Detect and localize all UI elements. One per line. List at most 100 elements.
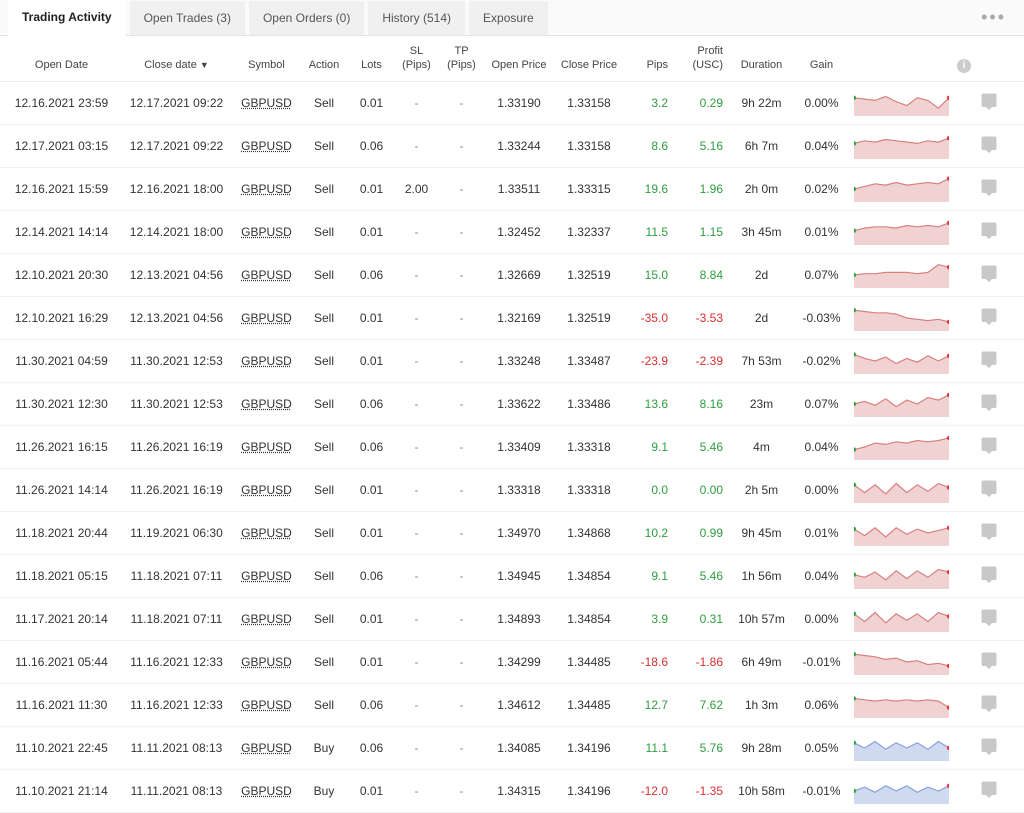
symbol-link[interactable]: GBPUSD: [241, 655, 292, 669]
symbol-link[interactable]: GBPUSD: [241, 354, 292, 368]
tab-exposure[interactable]: Exposure: [469, 1, 548, 35]
symbol-link[interactable]: GBPUSD: [241, 526, 292, 540]
symbol-link[interactable]: GBPUSD: [241, 397, 292, 411]
col-open-price[interactable]: Open Price: [484, 58, 554, 72]
table-row[interactable]: 11.10.2021 22:45 11.11.2021 08:13 GBPUSD…: [0, 727, 1024, 770]
table-row[interactable]: 12.10.2021 20:30 12.13.2021 04:56 GBPUSD…: [0, 254, 1024, 297]
col-close-price[interactable]: Close Price: [554, 58, 624, 72]
col-info: i: [954, 58, 974, 73]
comment-icon[interactable]: [974, 350, 1004, 371]
col-pips[interactable]: Pips: [624, 58, 674, 72]
cell-lots: 0.01: [349, 225, 394, 239]
cell-duration: 2d: [729, 268, 794, 282]
symbol-link[interactable]: GBPUSD: [241, 225, 292, 239]
col-gain[interactable]: Gain: [794, 58, 849, 72]
cell-open-price: 1.33318: [484, 483, 554, 497]
table-row[interactable]: 11.10.2021 21:14 11.11.2021 08:13 GBPUSD…: [0, 770, 1024, 813]
symbol-link[interactable]: GBPUSD: [241, 268, 292, 282]
tab-trading-activity[interactable]: Trading Activity: [8, 0, 126, 36]
table-row[interactable]: 12.16.2021 15:59 12.16.2021 18:00 GBPUSD…: [0, 168, 1024, 211]
cell-profit: -1.86: [674, 655, 729, 669]
cell-lots: 0.06: [349, 569, 394, 583]
tab-history[interactable]: History (514): [368, 1, 465, 35]
table-row[interactable]: 11.16.2021 11:30 11.16.2021 12:33 GBPUSD…: [0, 684, 1024, 727]
comment-icon[interactable]: [974, 522, 1004, 543]
comment-icon[interactable]: [974, 135, 1004, 156]
col-tp[interactable]: TP (Pips): [439, 44, 484, 73]
cell-sparkline: [849, 219, 954, 245]
cell-open-price: 1.32452: [484, 225, 554, 239]
more-icon[interactable]: •••: [971, 7, 1016, 28]
col-lots[interactable]: Lots: [349, 58, 394, 72]
cell-close-date: 12.17.2021 09:22: [119, 96, 234, 110]
symbol-link[interactable]: GBPUSD: [241, 741, 292, 755]
col-close-date[interactable]: Close date▼: [119, 58, 234, 72]
col-sl[interactable]: SL (Pips): [394, 44, 439, 73]
symbol-link[interactable]: GBPUSD: [241, 440, 292, 454]
table-row[interactable]: 11.30.2021 12:30 11.30.2021 12:53 GBPUSD…: [0, 383, 1024, 426]
table-row[interactable]: 12.14.2021 14:14 12.14.2021 18:00 GBPUSD…: [0, 211, 1024, 254]
cell-tp: -: [439, 311, 484, 325]
table-row[interactable]: 11.18.2021 05:15 11.18.2021 07:11 GBPUSD…: [0, 555, 1024, 598]
cell-action: Sell: [299, 139, 349, 153]
cell-lots: 0.06: [349, 440, 394, 454]
comment-icon[interactable]: [974, 694, 1004, 715]
comment-icon[interactable]: [974, 264, 1004, 285]
table-row[interactable]: 11.16.2021 05:44 11.16.2021 12:33 GBPUSD…: [0, 641, 1024, 684]
cell-pips: 0.0: [624, 483, 674, 497]
comment-icon[interactable]: [974, 92, 1004, 113]
tab-open-orders[interactable]: Open Orders (0): [249, 1, 364, 35]
col-profit[interactable]: Profit (USC): [674, 44, 729, 73]
cell-symbol: GBPUSD: [234, 483, 299, 497]
cell-sl: -: [394, 96, 439, 110]
comment-icon[interactable]: [974, 565, 1004, 586]
symbol-link[interactable]: GBPUSD: [241, 698, 292, 712]
cell-sparkline: [849, 262, 954, 288]
comment-icon[interactable]: [974, 737, 1004, 758]
table-row[interactable]: 12.17.2021 03:15 12.17.2021 09:22 GBPUSD…: [0, 125, 1024, 168]
comment-icon[interactable]: [974, 436, 1004, 457]
col-action[interactable]: Action: [299, 58, 349, 72]
cell-pips: 8.6: [624, 139, 674, 153]
table-row[interactable]: 12.10.2021 16:29 12.13.2021 04:56 GBPUSD…: [0, 297, 1024, 340]
table-row[interactable]: 11.26.2021 14:14 11.26.2021 16:19 GBPUSD…: [0, 469, 1024, 512]
table-row[interactable]: 11.26.2021 16:15 11.26.2021 16:19 GBPUSD…: [0, 426, 1024, 469]
comment-icon[interactable]: [974, 393, 1004, 414]
info-icon[interactable]: i: [957, 59, 971, 73]
table-row[interactable]: 11.30.2021 04:59 11.30.2021 12:53 GBPUSD…: [0, 340, 1024, 383]
cell-close-price: 1.34196: [554, 741, 624, 755]
comment-icon[interactable]: [974, 178, 1004, 199]
symbol-link[interactable]: GBPUSD: [241, 311, 292, 325]
table-row[interactable]: 12.16.2021 23:59 12.17.2021 09:22 GBPUSD…: [0, 82, 1024, 125]
cell-sl: -: [394, 741, 439, 755]
comment-icon[interactable]: [974, 608, 1004, 629]
symbol-link[interactable]: GBPUSD: [241, 96, 292, 110]
col-symbol[interactable]: Symbol: [234, 58, 299, 72]
cell-open-price: 1.33248: [484, 354, 554, 368]
cell-action: Sell: [299, 96, 349, 110]
col-duration[interactable]: Duration: [729, 58, 794, 72]
symbol-link[interactable]: GBPUSD: [241, 139, 292, 153]
symbol-link[interactable]: GBPUSD: [241, 483, 292, 497]
cell-action: Buy: [299, 741, 349, 755]
cell-open-date: 11.30.2021 04:59: [4, 354, 119, 368]
comment-icon[interactable]: [974, 780, 1004, 801]
cell-symbol: GBPUSD: [234, 741, 299, 755]
table-row[interactable]: 11.17.2021 20:14 11.18.2021 07:11 GBPUSD…: [0, 598, 1024, 641]
cell-gain: -0.01%: [794, 655, 849, 669]
tab-open-trades[interactable]: Open Trades (3): [130, 1, 245, 35]
comment-icon[interactable]: [974, 479, 1004, 500]
comment-icon[interactable]: [974, 307, 1004, 328]
cell-tp: -: [439, 569, 484, 583]
col-open-date[interactable]: Open Date: [4, 58, 119, 72]
table-row[interactable]: 11.18.2021 20:44 11.19.2021 06:30 GBPUSD…: [0, 512, 1024, 555]
comment-icon[interactable]: [974, 221, 1004, 242]
symbol-link[interactable]: GBPUSD: [241, 784, 292, 798]
cell-symbol: GBPUSD: [234, 698, 299, 712]
symbol-link[interactable]: GBPUSD: [241, 612, 292, 626]
symbol-link[interactable]: GBPUSD: [241, 182, 292, 196]
cell-gain: 0.06%: [794, 698, 849, 712]
history-table: Open Date Close date▼ Symbol Action Lots…: [0, 36, 1024, 813]
symbol-link[interactable]: GBPUSD: [241, 569, 292, 583]
comment-icon[interactable]: [974, 651, 1004, 672]
